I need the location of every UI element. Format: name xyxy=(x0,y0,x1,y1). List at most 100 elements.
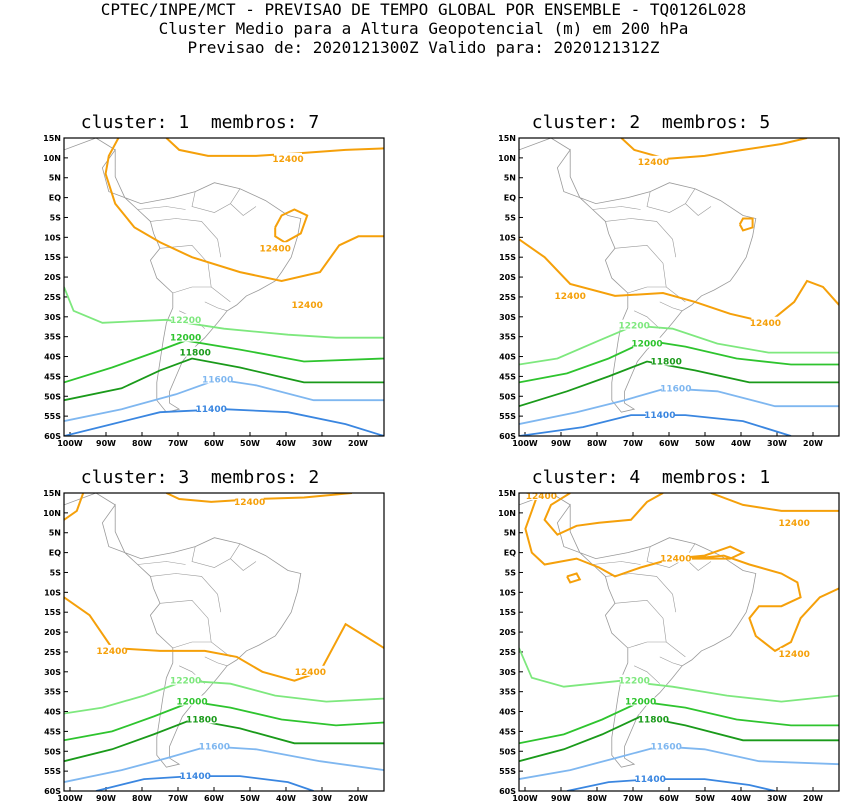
contour-label: 12000 xyxy=(631,340,662,350)
contour-label: 11400 xyxy=(635,775,666,785)
contour-12400 xyxy=(274,208,309,244)
map-plot: 15N 10N 5N EQ 5S 10S 15S 20S 25S 30S 35S 40S 45S 50S 5… xyxy=(43,134,385,448)
panel-title: cluster: 1 membros: 7 xyxy=(80,112,320,133)
lat-tick-label: 35S xyxy=(499,688,516,697)
contour-label: 12400 xyxy=(295,668,326,678)
lat-tick-label: 20S xyxy=(44,273,61,282)
lon-tick-label: 80W xyxy=(587,439,607,448)
coastline-south-america xyxy=(101,503,302,768)
contour-12400 xyxy=(710,493,839,512)
lon-tick-label: 20W xyxy=(803,439,823,448)
contour-12400 xyxy=(566,572,582,584)
contour-12400 xyxy=(519,238,839,324)
coastline-central-america xyxy=(64,493,116,506)
lon-tick-label: 30W xyxy=(767,794,787,803)
lat-tick-label: 60S xyxy=(44,432,61,441)
lon-tick-label: 100W xyxy=(512,794,538,803)
lat-tick-label: 30S xyxy=(44,668,61,677)
contour-label: 12400 xyxy=(272,155,303,165)
lat-tick-label: 5N xyxy=(49,174,61,183)
contour-label: 12400 xyxy=(526,492,557,502)
header-line-2: Cluster Medio para a Altura Geopotencial… xyxy=(158,19,689,38)
country-border xyxy=(159,244,231,303)
country-border xyxy=(172,641,212,649)
lon-tick-label: 90W xyxy=(96,794,116,803)
lat-tick-label: EQ xyxy=(504,194,516,203)
lon-tick-label: 30W xyxy=(312,439,332,448)
contour-12200 xyxy=(64,679,384,715)
contour-12000 xyxy=(64,700,384,742)
lon-tick-label: 60W xyxy=(204,794,224,803)
lat-tick-label: 55S xyxy=(44,767,61,776)
country-border xyxy=(137,561,186,565)
contour-label: 12400 xyxy=(638,158,669,168)
lon-tick-label: 20W xyxy=(348,794,368,803)
contour-label: 12400 xyxy=(750,319,781,329)
country-border xyxy=(614,599,686,658)
lon-tick-label: 30W xyxy=(767,439,787,448)
country-border xyxy=(191,188,241,213)
map-frame xyxy=(518,137,840,437)
contour-label: 12200 xyxy=(619,677,650,687)
contour-label: 12000 xyxy=(176,698,207,708)
lon-tick-label: 90W xyxy=(551,794,571,803)
lon-tick-label: 50W xyxy=(695,794,715,803)
lon-tick-label: 80W xyxy=(132,439,152,448)
country-border xyxy=(150,573,222,613)
contour-label: 12400 xyxy=(660,555,691,565)
lat-tick-label: 5S xyxy=(505,568,517,577)
contour-label: 11800 xyxy=(186,715,217,725)
coastline-south-america xyxy=(101,148,302,413)
map-panel-cluster-1: cluster: 1 membros: 7 15N 10N 5N EQ 5S 10S 15S… xyxy=(0,112,400,448)
lat-tick-label: 10S xyxy=(44,233,61,242)
lat-tick-label: 15S xyxy=(499,608,516,617)
map-plot: 15N 10N 5N EQ 5S 10S 15S 20S 25S 30S 35S 40S 45S 50S 5… xyxy=(498,134,840,448)
lon-tick-label: 80W xyxy=(132,794,152,803)
country-border xyxy=(191,543,241,568)
lat-tick-label: 40S xyxy=(44,708,61,717)
lat-tick-label: 15N xyxy=(498,489,516,498)
contour-12400 xyxy=(64,493,85,521)
contour-label: 11600 xyxy=(660,384,691,394)
lon-tick-label: 40W xyxy=(276,794,296,803)
lat-tick-label: 5N xyxy=(49,529,61,538)
lat-tick-label: 15S xyxy=(499,253,516,262)
lat-tick-label: 55S xyxy=(499,767,516,776)
contour-label: 11600 xyxy=(202,375,233,385)
lat-tick-label: 25S xyxy=(44,648,61,657)
panel-title: cluster: 2 membros: 5 xyxy=(531,112,771,133)
contour-12400 xyxy=(620,138,808,160)
coastline-south-america xyxy=(556,503,757,768)
coastline-central-america xyxy=(64,138,116,151)
coastline-south-america xyxy=(556,148,757,413)
lat-tick-label: 45S xyxy=(499,372,516,381)
lat-tick-label: 55S xyxy=(44,412,61,421)
lon-tick-label: 70W xyxy=(168,439,188,448)
lon-tick-label: 20W xyxy=(348,439,368,448)
lon-tick-label: 100W xyxy=(512,439,538,448)
lat-tick-label: EQ xyxy=(49,549,61,558)
lon-tick-label: 40W xyxy=(731,794,751,803)
lon-tick-label: 100W xyxy=(57,794,83,803)
lon-tick-label: 50W xyxy=(695,439,715,448)
lon-tick-label: 80W xyxy=(587,794,607,803)
lat-tick-label: 45S xyxy=(44,372,61,381)
lat-tick-label: 10N xyxy=(43,154,61,163)
lat-tick-label: 20S xyxy=(499,628,516,637)
lat-tick-label: 5N xyxy=(504,174,516,183)
contour-label: 11400 xyxy=(196,405,227,415)
contour-12400 xyxy=(165,138,384,157)
country-border xyxy=(150,218,222,258)
lon-tick-label: 60W xyxy=(204,439,224,448)
contour-label: 11400 xyxy=(644,411,675,421)
map-frame xyxy=(63,137,385,437)
lat-tick-label: 60S xyxy=(499,432,516,441)
contour-label: 12200 xyxy=(170,677,201,687)
country-border xyxy=(659,301,683,312)
lat-tick-label: 55S xyxy=(499,412,516,421)
lat-tick-label: 50S xyxy=(499,392,516,401)
lat-tick-label: 35S xyxy=(44,333,61,342)
lat-tick-label: EQ xyxy=(49,194,61,203)
lat-tick-label: 25S xyxy=(499,293,516,302)
country-border xyxy=(179,665,206,684)
